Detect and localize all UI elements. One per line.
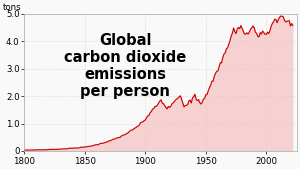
Text: Global
carbon dioxide
emissions
per person: Global carbon dioxide emissions per pers…: [64, 33, 186, 99]
Text: tons: tons: [3, 3, 22, 12]
